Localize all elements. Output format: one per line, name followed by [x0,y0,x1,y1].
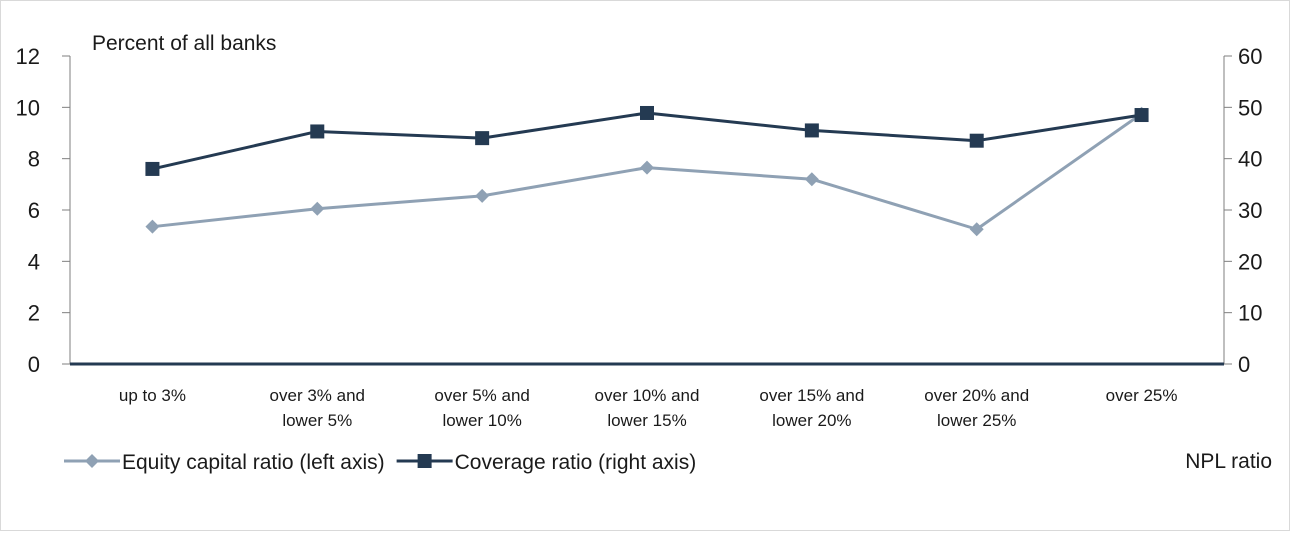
left-tick-label: 0 [28,352,40,377]
category-label-line: over 15% and [759,386,864,405]
right-tick-label: 30 [1238,198,1262,223]
category-label: over 5% and lower 10% [434,386,529,430]
legend-label: Coverage ratio (right axis) [455,451,697,474]
left-tick-label: 10 [16,95,40,120]
data-point [640,105,654,120]
right-tick-label: 10 [1238,301,1262,326]
data-point [640,160,654,175]
right-tick-label: 20 [1238,249,1262,274]
series-line [152,111,1142,171]
legend-item-1: Equity capital ratio (left axis) [64,451,385,474]
left-tick-label: 12 [16,44,40,69]
series-2 [145,105,1149,176]
right-tick-label: 50 [1238,95,1262,120]
data-point [145,219,160,234]
right-tick-label: 40 [1238,147,1262,172]
data-point [1134,108,1149,123]
right-tick-label: 60 [1238,44,1262,69]
category-label: over 20% and lower 25% [924,386,1029,430]
category-label: up to 3% [119,386,186,405]
data-point [145,161,160,176]
category-label-line: up to 3% [119,386,186,405]
legend: Equity capital ratio (left axis) Coverage… [64,451,696,474]
left-tick-label: 4 [28,249,40,274]
category-label: over 10% and lower 15% [595,386,700,430]
legend-item-2: Coverage ratio (right axis) [396,451,697,474]
legend-marker [417,454,432,468]
category-label: over 15% and lower 20% [759,386,864,430]
series-1 [145,106,1149,237]
category-label-line: over 3% and [270,386,365,405]
left-tick-label: 6 [28,198,40,223]
category-label: over 25% [1106,386,1178,405]
data-point [310,201,325,216]
left-axis-label: Percent of all banks [92,32,276,55]
x-axis-categories: up to 3% over 3% and lower 5% over 5% and lo… [119,386,1178,430]
category-label-line: over 20% and [924,386,1029,405]
category-label-line: lower 10% [442,411,521,430]
right-axis-ticks: 0 10 20 30 40 50 60 [1224,44,1262,377]
data-point [475,131,490,146]
legend-label: Equity capital ratio (left axis) [122,451,385,474]
data-point [969,133,984,148]
category-label-line: lower 20% [772,411,851,430]
category-label-line: lower 25% [937,411,1016,430]
category-label: over 3% and lower 5% [270,386,365,430]
category-label-line: over 10% and [595,386,700,405]
left-tick-label: 8 [28,147,40,172]
data-point [475,188,490,203]
series-group [145,105,1149,237]
right-tick-label: 0 [1238,352,1250,377]
left-tick-label: 2 [28,301,40,326]
data-point [310,124,325,139]
legend-marker [85,454,99,468]
data-point [804,123,819,138]
category-label-line: over 25% [1106,386,1178,405]
data-point [969,222,984,237]
axes [69,56,1225,366]
x-axis-label: NPL ratio [1185,450,1272,473]
left-axis-ticks: 0 2 4 6 8 10 12 [16,44,70,377]
category-label-line: over 5% and [434,386,529,405]
category-label-line: lower 15% [607,411,686,430]
data-point [804,172,819,187]
category-label-line: lower 5% [282,411,352,430]
